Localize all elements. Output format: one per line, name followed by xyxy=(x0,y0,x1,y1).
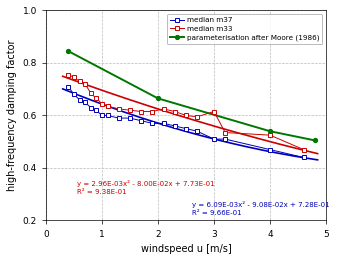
median m33 xyxy=(195,115,199,118)
parameterisation after Moore (1986) xyxy=(313,139,317,142)
median m33 xyxy=(128,109,132,112)
median m37 xyxy=(223,138,227,141)
median m37 xyxy=(66,85,70,88)
median m37 xyxy=(117,116,121,120)
median m33 xyxy=(72,76,76,79)
median m33 xyxy=(150,110,154,113)
median m33 xyxy=(139,110,143,113)
median m37 xyxy=(78,98,82,101)
Line: median m37: median m37 xyxy=(67,85,305,159)
Text: y = 2.96E-03x² - 8.00E-02x + 7.73E-01
R² = 9.38E-01: y = 2.96E-03x² - 8.00E-02x + 7.73E-01 R²… xyxy=(77,180,214,195)
median m33 xyxy=(78,80,82,83)
median m33 xyxy=(162,107,166,110)
median m37 xyxy=(268,148,272,151)
median m37 xyxy=(212,138,216,141)
median m37 xyxy=(150,122,154,125)
median m37 xyxy=(94,109,98,112)
median m37 xyxy=(184,127,188,130)
median m37 xyxy=(100,114,104,117)
median m33 xyxy=(94,97,98,100)
median m37 xyxy=(301,156,306,159)
median m37 xyxy=(72,93,76,96)
median m37 xyxy=(195,130,199,133)
Text: y = 6.09E-03x² - 9.08E-02x + 7.28E-01
R² = 9.66E-01: y = 6.09E-03x² - 9.08E-02x + 7.28E-01 R²… xyxy=(192,201,329,216)
median m37 xyxy=(173,124,177,128)
median m37 xyxy=(162,122,166,125)
median m33 xyxy=(268,134,272,137)
median m33 xyxy=(117,107,121,110)
median m33 xyxy=(66,73,70,76)
Y-axis label: high-frequency damping factor: high-frequency damping factor xyxy=(7,40,17,191)
median m37 xyxy=(105,114,109,117)
median m33 xyxy=(100,102,104,105)
parameterisation after Moore (1986) xyxy=(66,50,70,53)
median m33 xyxy=(223,131,227,134)
Line: parameterisation after Moore (1986): parameterisation after Moore (1986) xyxy=(66,49,317,143)
Line: median m33: median m33 xyxy=(67,73,305,151)
median m37 xyxy=(83,101,87,104)
median m33 xyxy=(173,110,177,113)
median m37 xyxy=(139,119,143,122)
X-axis label: windspeed u [m/s]: windspeed u [m/s] xyxy=(141,244,231,254)
parameterisation after Moore (1986) xyxy=(268,130,272,133)
median m33 xyxy=(212,110,216,113)
median m33 xyxy=(83,82,87,86)
median m33 xyxy=(88,92,93,95)
Legend: median m37, median m33, parameterisation after Moore (1986): median m37, median m33, parameterisation… xyxy=(167,14,322,44)
parameterisation after Moore (1986) xyxy=(156,97,160,100)
median m37 xyxy=(88,106,93,109)
median m33 xyxy=(184,114,188,117)
median m33 xyxy=(105,105,109,108)
median m33 xyxy=(301,148,306,151)
median m37 xyxy=(128,116,132,120)
